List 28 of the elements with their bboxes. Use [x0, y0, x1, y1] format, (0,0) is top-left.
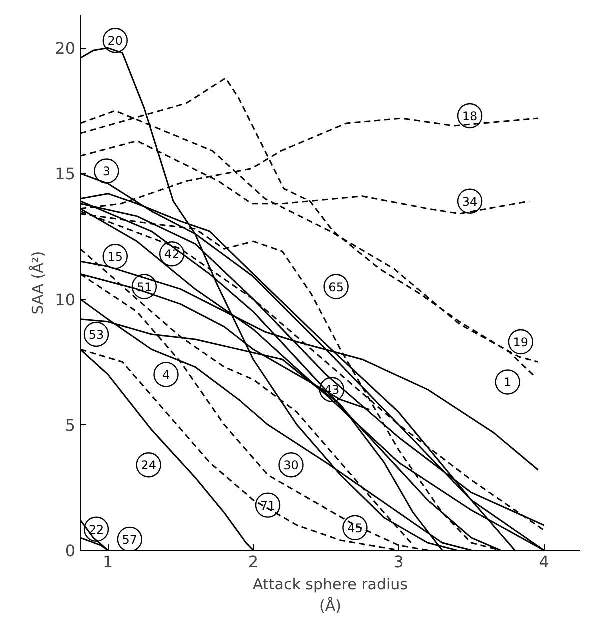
annotation: 4 [162, 368, 170, 382]
annotation: 71 [260, 498, 276, 513]
x-tick-label: 1 [103, 552, 114, 572]
y-tick-label: 10 [55, 290, 76, 310]
x-tick-label: 4 [539, 552, 550, 572]
y-tick-label: 20 [55, 39, 76, 58]
annotation: 22 [88, 522, 104, 537]
x-tick-label: 2 [248, 552, 259, 572]
annotation: 30 [284, 458, 299, 473]
x-tick-label: 3 [394, 552, 404, 572]
x-axis-title: Attack sphere radius (Å) [253, 576, 408, 616]
y-tick-label: 15 [55, 164, 76, 184]
annotation: 51 [136, 280, 152, 294]
annotation: 42 [164, 248, 180, 262]
annotation: 20 [108, 34, 124, 48]
annotation: 15 [108, 250, 124, 264]
annotation: 65 [328, 280, 344, 294]
annotation: 18 [462, 109, 478, 124]
y-tick-label: 5 [65, 416, 76, 435]
y-axis-title: SAA (Å²) [29, 251, 48, 315]
annotation: 24 [141, 458, 156, 473]
annotation: 53 [88, 328, 104, 342]
annotation: 1 [504, 376, 512, 390]
y-tick-label: 0 [65, 542, 76, 560]
annotation: 57 [122, 532, 138, 547]
annotation: 3 [102, 164, 110, 179]
annotation: 34 [462, 194, 478, 209]
annotation: 19 [513, 336, 529, 350]
